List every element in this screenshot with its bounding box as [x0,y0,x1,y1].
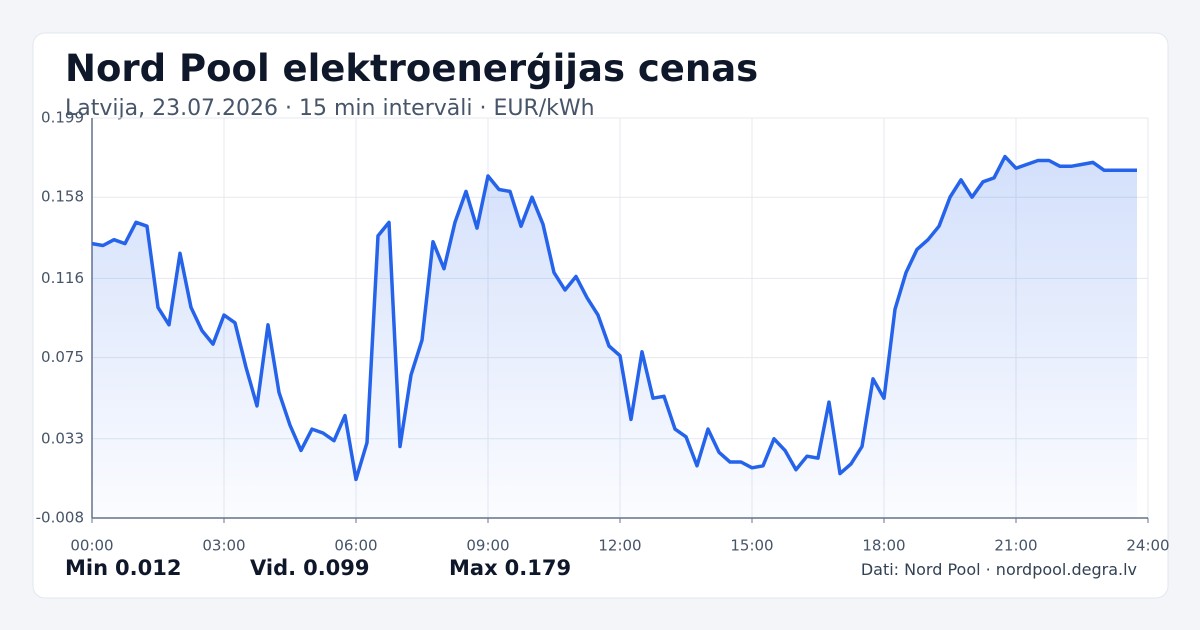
y-tick-label: 0.075 [41,348,84,366]
area [92,156,1137,518]
x-tick-label: 06:00 [334,537,377,555]
x-tick-label: 15:00 [730,537,773,555]
line [91,154,1137,482]
y-tick-label: 0.116 [41,269,84,287]
y-tick-label: -0.008 [36,509,84,527]
stat: Min 0.012 [65,556,181,580]
x-tick-label: 12:00 [598,537,641,555]
stat-value: 0.099 [303,556,369,580]
y-tick-label: 0.033 [41,429,84,447]
x-tick-label: 24:00 [1126,537,1169,555]
x-tick-label: 21:00 [994,537,1037,555]
stat-value: 0.012 [115,556,181,580]
source: Dati: Nord Pool · nordpool.degra.lv [861,560,1137,579]
x-tick-label: 18:00 [862,537,905,555]
y-tick-label: 0.158 [41,188,84,206]
chart-title: Nord Pool elektroenerģijas cenas [65,47,758,90]
stat-label: Vid. [250,556,296,580]
x-tick-label: 00:00 [70,537,113,555]
x-tick-label: 03:00 [202,537,245,555]
y-tick-label: 0.199 [41,109,84,127]
plot: -0.008 0.033 0.075 0.116 0.158 0.199 00:00 03:0… [36,109,1170,555]
chart-subtitle: Latvija, 23.07.2026 · 15 min intervāli ·… [65,96,595,121]
stat: Vid. 0.099 [250,556,370,580]
stat-value: 0.179 [505,556,571,580]
stat-label: Max [449,556,498,580]
stat-label: Min [65,556,108,580]
x-tick-label: 09:00 [466,537,509,555]
stat: Max 0.179 [449,556,571,580]
